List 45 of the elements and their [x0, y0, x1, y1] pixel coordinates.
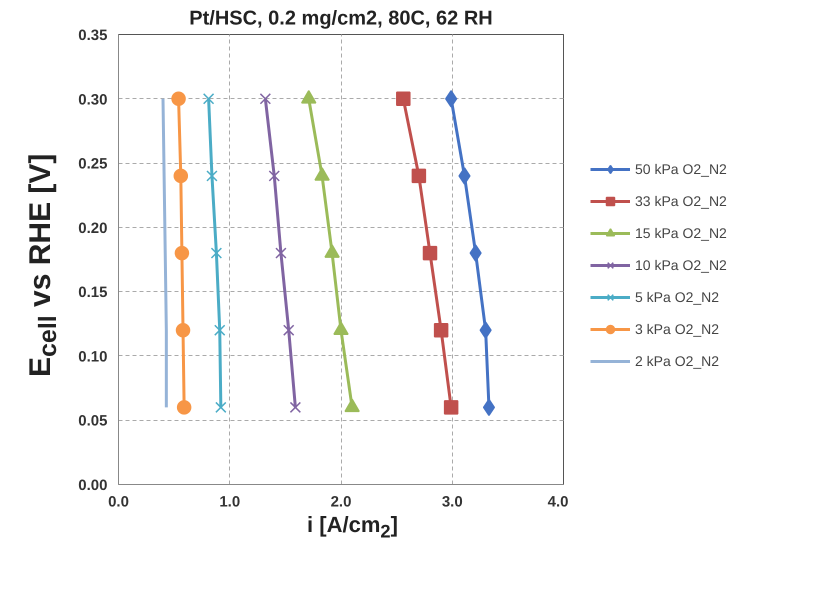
point: [176, 400, 192, 415]
point: [214, 324, 226, 336]
point: [176, 322, 190, 338]
legend-label: 10 kPa O2_N2: [635, 257, 727, 273]
point: [206, 170, 218, 182]
y-tick-label: 0.30: [78, 91, 108, 108]
legend-label: 15 kPa O2_N2: [635, 225, 727, 241]
x-tick-label: 0.0: [108, 494, 129, 510]
legend-label: 50 kPa O2_N2: [635, 161, 727, 177]
y-tick-label: 0.05: [78, 412, 108, 430]
y-tick-label: 0.00: [78, 477, 108, 494]
y-tick-label: 0.10: [78, 348, 108, 366]
x-tick-label: 1.0: [219, 494, 240, 510]
point: [268, 170, 280, 182]
legend-label: 33 kPa O2_N2: [635, 193, 727, 209]
point: [458, 167, 471, 185]
point: [290, 402, 302, 414]
point: [283, 324, 294, 336]
point: [171, 92, 186, 106]
y-tick-label: 0.20: [78, 220, 108, 237]
x-tick-label: 4.0: [548, 494, 569, 510]
chart-title: Pt/HSC, 0.2 mg/cm2, 80C, 62 RH: [189, 8, 493, 30]
line-series: [162, 97, 168, 409]
legend-label: 3 kPa O2_N2: [635, 321, 720, 337]
point: [422, 246, 438, 260]
x-tick-label: 2.0: [330, 494, 352, 510]
point: [434, 322, 448, 338]
point: [396, 92, 411, 106]
point: [482, 398, 496, 416]
x-axis-title: i [A/cm$_{2}$]: [306, 511, 399, 544]
point: [275, 247, 287, 259]
point: [174, 168, 188, 184]
legend-label: 2 kPa O2_N2: [635, 353, 720, 369]
point: [202, 93, 214, 104]
point: [260, 93, 272, 104]
y-tick-label: 0.15: [78, 284, 108, 302]
legend-label: 5 kPa O2_N2: [635, 289, 720, 305]
x-tick-label: 3.0: [442, 494, 463, 510]
point: [412, 168, 426, 184]
point: [174, 246, 190, 260]
y-tick-label: 0.35: [78, 27, 108, 44]
point: [444, 400, 458, 415]
y-tick-label: 0.25: [78, 156, 108, 173]
point: [210, 247, 222, 259]
point: [215, 402, 227, 414]
